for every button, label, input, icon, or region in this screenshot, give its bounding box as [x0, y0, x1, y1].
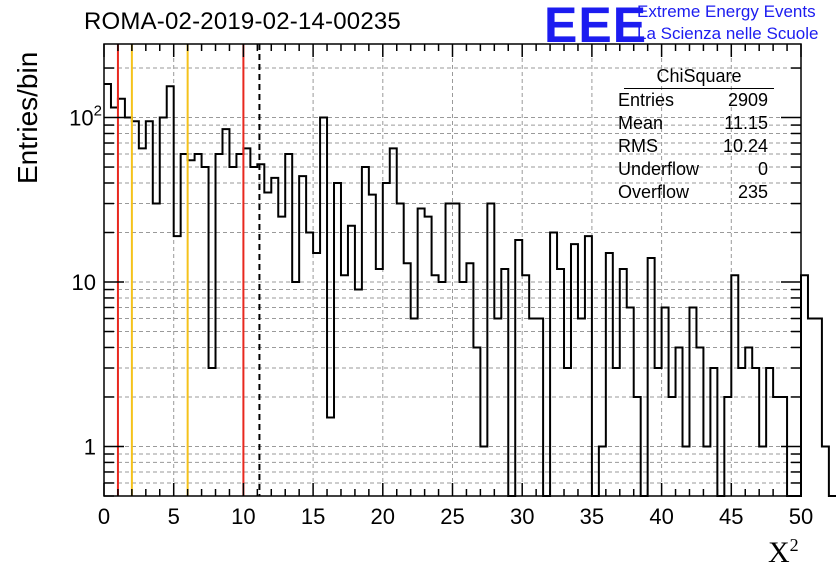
- stats-row-entries: Entries 2909: [610, 89, 780, 112]
- chart-title: ROMA-02-2019-02-14-00235: [84, 8, 401, 35]
- stats-label: Mean: [618, 113, 664, 133]
- stats-row-mean: Mean 11.15: [610, 112, 780, 135]
- x-tick-label: 20: [371, 504, 395, 529]
- x-tick-label: 30: [510, 504, 534, 529]
- x-tick-label: 45: [719, 504, 743, 529]
- x-axis-label: X2: [768, 535, 799, 570]
- logo-line-1: Extreme Energy Events: [637, 2, 816, 21]
- stats-value: 2909: [727, 90, 768, 110]
- x-tick-label: 25: [440, 504, 464, 529]
- histogram-series: [104, 82, 836, 497]
- x-tick-label: 5: [168, 504, 180, 529]
- x-tick-label: 40: [649, 504, 673, 529]
- stats-row-rms: RMS 10.24: [610, 135, 780, 158]
- stats-title: ChiSquare: [624, 66, 774, 89]
- x-axis-label-base: X: [768, 536, 790, 569]
- stats-value: 0: [757, 159, 768, 179]
- eee-logo: EEE: [544, 0, 648, 53]
- stats-value: 11.15: [724, 113, 768, 133]
- x-tick-label: 15: [301, 504, 325, 529]
- logo-line-2: La Scienza nelle Scuole: [637, 24, 819, 43]
- y-tick-label: 102: [69, 103, 102, 131]
- x-tick-label: 0: [98, 504, 110, 529]
- stats-label: RMS: [618, 136, 658, 156]
- x-tick-label: 50: [789, 504, 813, 529]
- x-tick-label: 10: [231, 504, 255, 529]
- stats-row-overflow: Overflow 235: [610, 181, 780, 204]
- stats-row-underflow: Underflow 0: [610, 158, 780, 181]
- y-tick-label: 1: [84, 434, 96, 459]
- stats-value: 10.24: [722, 136, 768, 156]
- stats-label: Underflow: [618, 159, 700, 179]
- y-axis-label: Entries/bin: [12, 51, 43, 184]
- stats-label: Entries: [618, 90, 675, 110]
- stats-label: Overflow: [618, 182, 690, 202]
- y-tick-label: 10: [72, 270, 96, 295]
- stats-box: ChiSquare Entries 2909 Mean 11.15 RMS 10…: [610, 66, 780, 204]
- x-axis-label-superscript: 2: [789, 535, 799, 555]
- x-tick-label: 35: [580, 504, 604, 529]
- stats-value: 235: [737, 182, 768, 202]
